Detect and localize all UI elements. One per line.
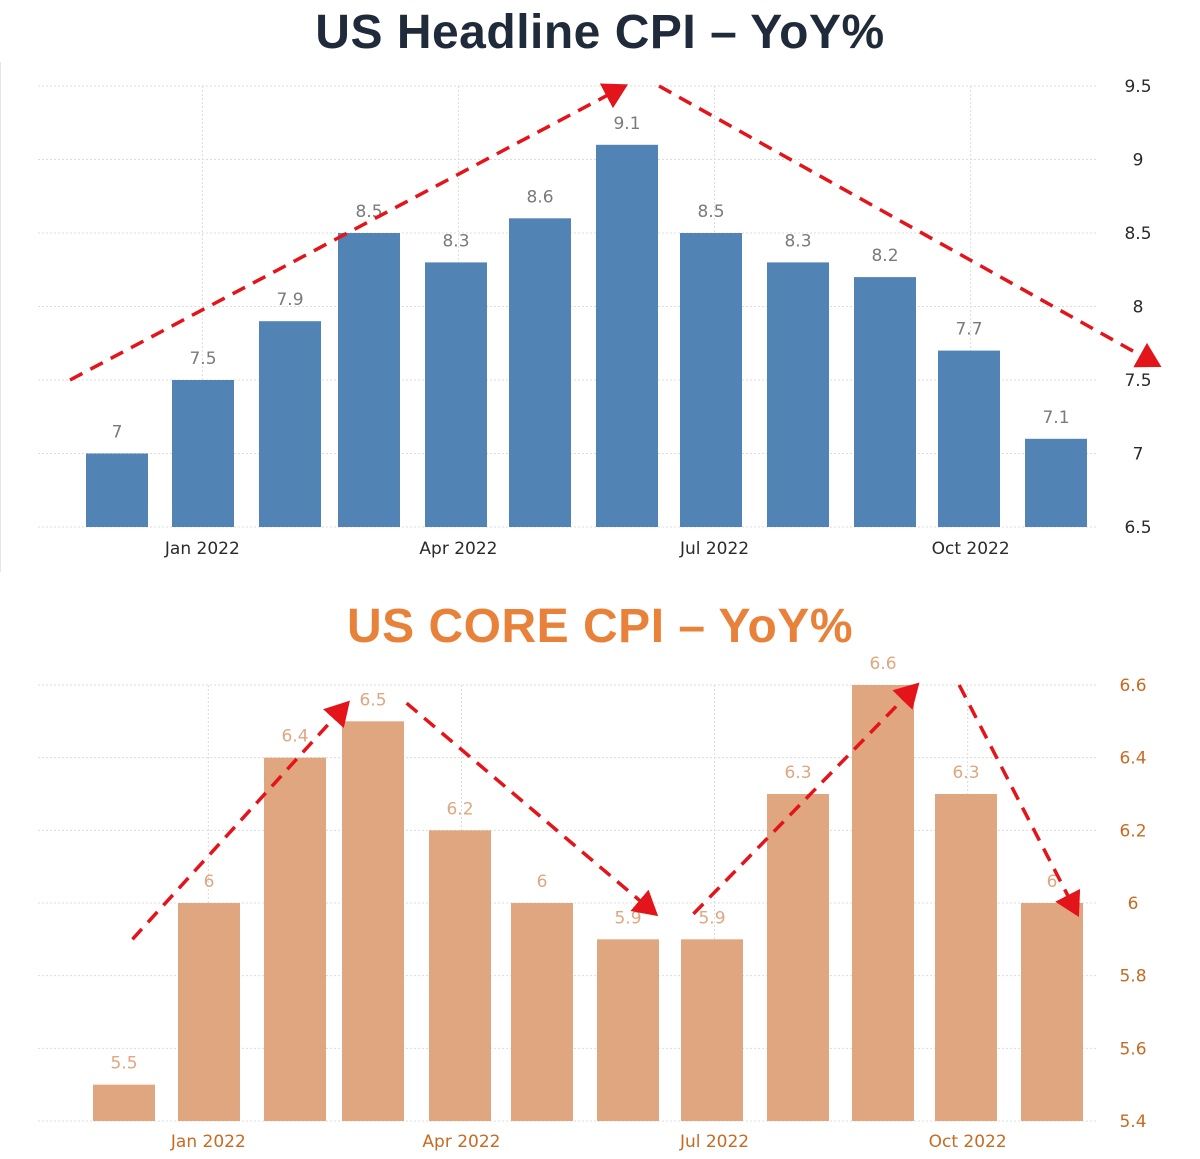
core-bar-value-label: 6 (1047, 872, 1058, 892)
headline-trend-arrow (69, 83, 629, 382)
headline-bar-value-label: 7.5 (189, 349, 216, 369)
core-bar (597, 939, 659, 1121)
headline-bar-value-label: 9.1 (613, 114, 640, 134)
core-bar (1021, 903, 1083, 1121)
headline-bar-value-label: 8.3 (442, 231, 469, 251)
core-x-tick-label: Jan 2022 (170, 1132, 246, 1152)
core-bar (178, 903, 240, 1121)
headline-bar (86, 453, 148, 527)
core-bar (681, 939, 743, 1121)
core-bar (429, 830, 491, 1121)
core-bar (264, 757, 326, 1121)
core-trend-arrow (692, 682, 920, 916)
core-cpi-chart: 5.4 5.6 5.8 6 6.2 6.4 6.6 Jan 2022 Apr 2022 Jul 2… (38, 654, 1147, 1152)
headline-bar (680, 233, 742, 527)
core-y-tick-label: 5.4 (1119, 1112, 1146, 1132)
headline-x-tick-label: Oct 2022 (932, 539, 1010, 559)
headline-bar (767, 262, 829, 527)
headline-y-tick-label: 9 (1133, 151, 1144, 171)
headline-x-tick-label: Jan 2022 (164, 539, 240, 559)
core-y-tick-label: 6.2 (1119, 821, 1146, 841)
headline-bar-value-label: 8.5 (697, 202, 724, 222)
headline-bar (172, 380, 234, 527)
core-trend-arrow (405, 701, 659, 917)
headline-bar (854, 277, 916, 527)
headline-bar-value-label: 7.1 (1042, 408, 1069, 428)
core-bar-value-label: 6 (204, 872, 215, 892)
core-y-tick-label: 5.8 (1119, 967, 1146, 987)
headline-bar (938, 350, 1000, 527)
headline-cpi-title: US Headline CPI – YoY% (315, 6, 885, 59)
headline-bar-value-label: 7.7 (955, 320, 982, 340)
headline-bar (509, 218, 571, 528)
headline-bar (259, 321, 321, 527)
core-cpi-title: US CORE CPI – YoY% (346, 600, 853, 653)
headline-y-tick-label: 8 (1133, 298, 1144, 318)
core-y-tick-label: 5.6 (1119, 1039, 1146, 1059)
core-x-tick-label: Apr 2022 (422, 1132, 500, 1152)
core-trend-arrow (131, 700, 350, 941)
core-bar-value-label: 6.3 (952, 763, 979, 783)
headline-bar-value-label: 8.6 (526, 187, 553, 207)
headline-trend-arrow (658, 84, 1162, 368)
headline-bar (596, 144, 658, 528)
core-bar-value-label: 6.2 (446, 799, 473, 819)
core-trend-arrow (957, 684, 1081, 918)
headline-y-tick-label: 6.5 (1124, 518, 1151, 538)
core-bar (767, 794, 829, 1121)
headline-cpi-chart: 6.5 7 7.5 8 8.5 9 9.5 Jan 2022 Apr 2022 Jul 2022 O… (0, 62, 1162, 572)
core-bar (935, 794, 997, 1121)
headline-y-tick-label: 7.5 (1124, 371, 1151, 391)
core-bar-value-label: 6.3 (784, 763, 811, 783)
headline-bar-value-label: 8.5 (355, 202, 382, 222)
core-bar-value-label: 5.9 (698, 908, 725, 928)
headline-bar-value-label: 8.2 (871, 246, 898, 266)
headline-y-tick-label: 9.5 (1124, 77, 1151, 97)
core-bar-value-label: 6.4 (281, 727, 308, 747)
core-bar-value-label: 6 (537, 872, 548, 892)
headline-y-tick-label: 8.5 (1124, 224, 1151, 244)
core-bar-value-label: 6.5 (359, 690, 386, 710)
core-y-tick-label: 6.4 (1119, 749, 1146, 769)
headline-bar-value-label: 8.3 (784, 231, 811, 251)
headline-bar-value-label: 7.9 (276, 290, 303, 310)
core-bar (93, 1084, 155, 1121)
headline-bar (1025, 438, 1087, 527)
headline-y-tick-label: 7 (1133, 445, 1144, 465)
core-y-tick-label: 6.6 (1119, 676, 1146, 696)
core-bar-value-label: 5.9 (614, 908, 641, 928)
core-y-tick-label: 6 (1128, 894, 1139, 914)
headline-bar (338, 233, 400, 527)
core-bar-value-label: 6.6 (869, 654, 896, 674)
core-x-tick-label: Jul 2022 (679, 1132, 749, 1152)
core-bar (342, 721, 404, 1121)
core-bar (511, 903, 573, 1121)
headline-bar (425, 262, 487, 527)
core-bar-value-label: 5.5 (110, 1054, 137, 1074)
headline-bar-value-label: 7 (112, 423, 123, 443)
core-x-tick-label: Oct 2022 (929, 1132, 1007, 1152)
headline-x-tick-label: Apr 2022 (419, 539, 497, 559)
core-bar (852, 685, 914, 1121)
headline-x-tick-label: Jul 2022 (679, 539, 749, 559)
